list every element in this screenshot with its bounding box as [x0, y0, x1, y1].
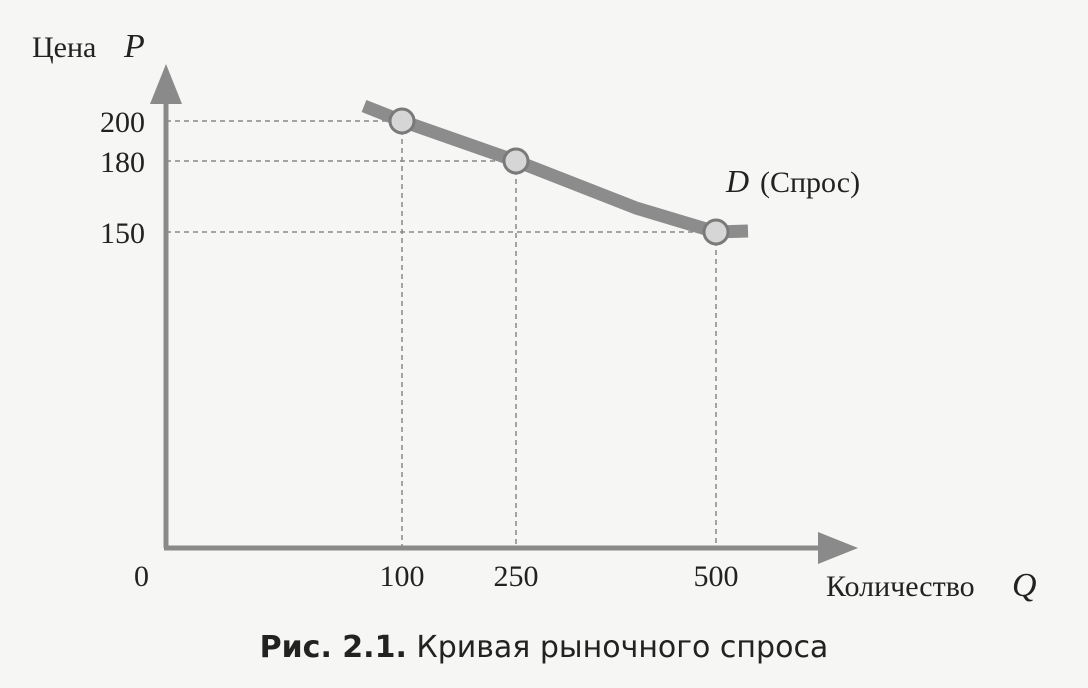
y-tick-label: 150: [100, 217, 145, 250]
caption-text: Кривая рыночного спроса: [416, 630, 829, 665]
data-points: [388, 107, 730, 246]
x-axis-label: Количество: [826, 570, 975, 603]
origin-label: 0: [134, 560, 149, 593]
data-point-100: [388, 107, 416, 135]
demand-curve: [361, 99, 749, 239]
y-tick-label: 180: [100, 146, 145, 179]
caption-label: Рис. 2.1.: [259, 630, 407, 665]
guide-lines: [166, 120, 717, 548]
curve-label-text: (Спрос): [760, 166, 860, 199]
x-tick-label: 250: [494, 560, 539, 593]
demand-chart: Цена P Количество Q 0 200 180 150 100 250 500…: [32, 28, 1037, 604]
y-axis-arrow: [150, 64, 182, 104]
data-point-250: [502, 147, 530, 175]
y-axis-symbol: P: [123, 28, 145, 65]
data-point-500: [702, 218, 730, 246]
tick-labels: 200 180 150 100 250 500: [100, 106, 739, 593]
x-tick-label: 500: [694, 560, 739, 593]
figure-caption: Рис. 2.1. Кривая рыночного спроса: [0, 630, 1088, 665]
x-tick-label: 100: [380, 560, 425, 593]
y-tick-label: 200: [100, 106, 145, 139]
x-axis-symbol: Q: [1012, 567, 1037, 604]
y-axis-label: Цена: [32, 31, 96, 64]
curve-label-letter: D: [725, 163, 749, 199]
x-axis-arrow: [818, 532, 858, 564]
